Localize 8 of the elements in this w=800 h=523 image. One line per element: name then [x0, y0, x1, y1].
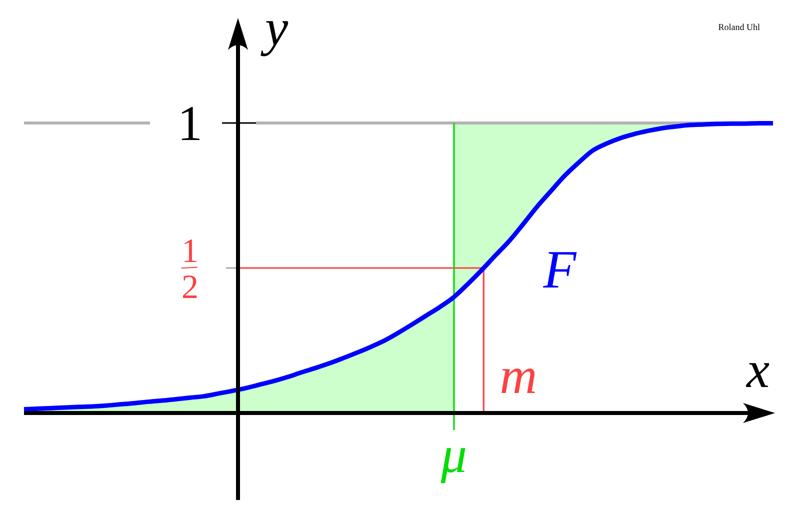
ref-line-label: 1/2	[176, 233, 202, 306]
ref-line-label: 1	[178, 95, 202, 151]
text: Roland Uhl	[718, 22, 760, 32]
x-axis-title: x	[745, 342, 770, 399]
annotation: m	[500, 348, 538, 405]
series-label: F	[542, 239, 578, 300]
y-axis-title: y	[260, 0, 289, 57]
text: μ	[440, 427, 468, 484]
